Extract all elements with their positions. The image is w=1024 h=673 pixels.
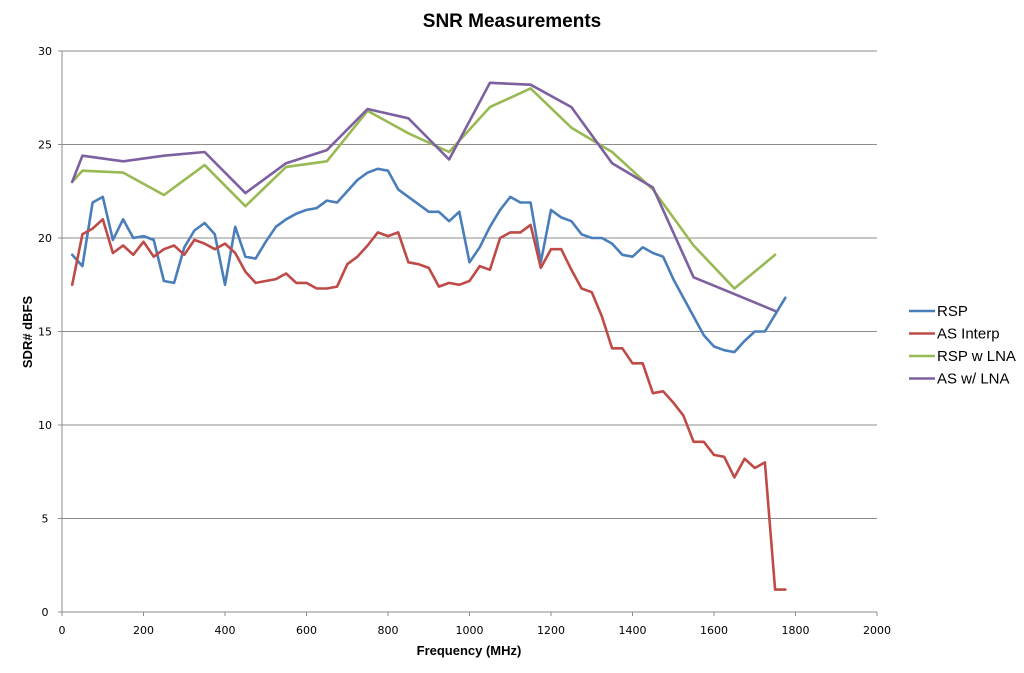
series-line-rsp [70, 167, 787, 354]
legend-label: RSP w LNA [937, 348, 1016, 365]
series-lines [70, 81, 787, 591]
y-tick-label: 15 [38, 326, 52, 339]
series-line-as-interp [70, 218, 787, 591]
chart-title: SNR Measurements [423, 11, 601, 32]
x-tick-label: 1200 [537, 624, 565, 637]
x-axis-label: Frequency (MHz) [417, 643, 522, 658]
series-as-interp [70, 218, 787, 591]
legend: RSP AS Interp RSP w LNA AS w/ LNA [909, 303, 1016, 388]
y-axis-ticks: 0 5 10 15 20 25 30 [38, 45, 62, 619]
series-rsp [70, 167, 787, 354]
legend-label: RSP [937, 303, 968, 320]
x-tick-label: 1600 [700, 624, 728, 637]
legend-item-rsp: RSP [909, 303, 968, 320]
x-tick-label: 2000 [863, 624, 891, 637]
series-as-w-lna [70, 81, 777, 313]
y-tick-label: 25 [38, 139, 52, 152]
y-tick-label: 10 [38, 419, 52, 432]
legend-item-rsp-w-lna: RSP w LNA [909, 348, 1016, 365]
x-tick-label: 1400 [619, 624, 647, 637]
x-axis-ticks: 0 200 400 600 800 1000 1200 1400 1600 1800 2000 [59, 612, 891, 637]
x-tick-label: 1800 [782, 624, 810, 637]
legend-label: AS w/ LNA [937, 371, 1010, 388]
y-tick-label: 0 [42, 606, 49, 619]
x-tick-label: 800 [378, 624, 399, 637]
x-tick-label: 0 [59, 624, 66, 637]
legend-label: AS Interp [937, 326, 1000, 343]
y-tick-label: 30 [38, 45, 52, 58]
x-tick-label: 600 [296, 624, 317, 637]
legend-item-as-w-lna: AS w/ LNA [909, 371, 1010, 388]
x-tick-label: 200 [133, 624, 154, 637]
x-tick-label: 1000 [456, 624, 484, 637]
y-axis-label: SDR# dBFS [20, 296, 35, 369]
gridlines [62, 50, 877, 519]
x-tick-label: 400 [215, 624, 236, 637]
y-tick-label: 20 [38, 232, 52, 245]
legend-item-as-interp: AS Interp [909, 326, 1000, 343]
y-tick-label: 5 [42, 513, 49, 526]
series-line-rsp-w-lna [70, 87, 777, 290]
series-rsp-w-lna [70, 87, 777, 290]
series-line-as-w-lna [70, 81, 777, 313]
